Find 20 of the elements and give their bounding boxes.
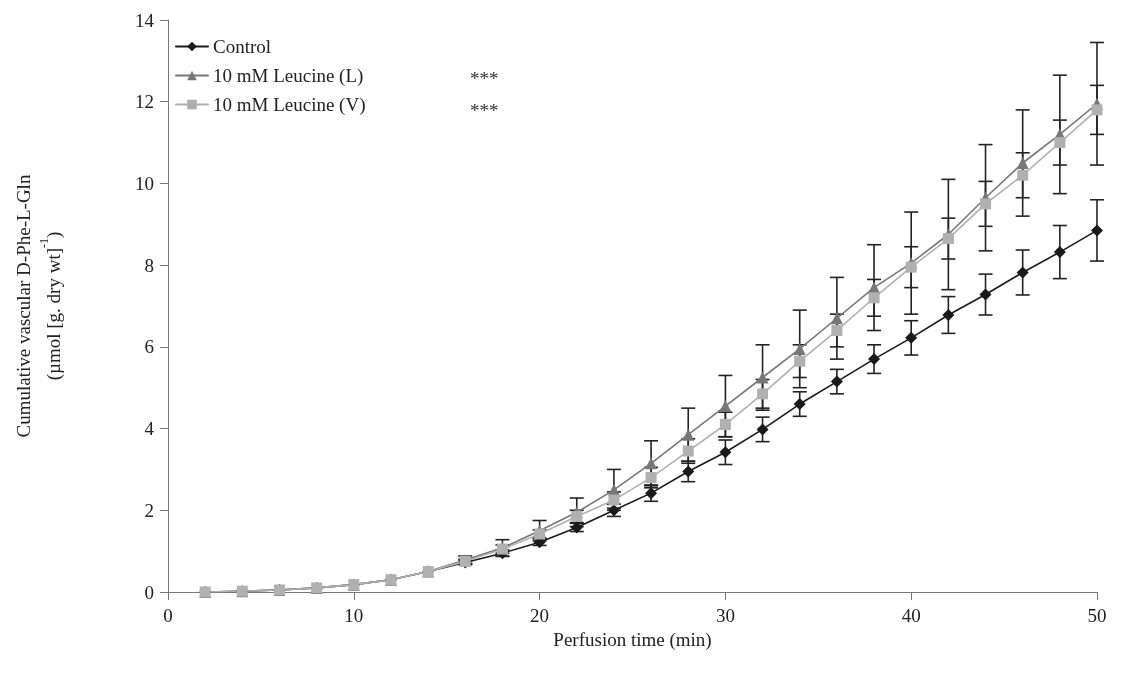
legend-label: 10 mM Leucine (L) [213, 65, 364, 87]
x-tick-label: 20 [530, 605, 550, 626]
y-tick-label: 0 [144, 581, 154, 603]
legend-label: 10 mM Leucine (V) [213, 94, 366, 116]
x-axis-title: Perfusion time (min) [553, 629, 712, 651]
legend-label: Control [213, 36, 272, 57]
x-tick-label: 10 [344, 605, 364, 626]
y-tick-label: 8 [144, 254, 154, 276]
y-tick-label: 2 [144, 499, 154, 521]
y-tick-label: 10 [135, 172, 154, 194]
annotation: *** [470, 100, 499, 121]
x-tick-label: 0 [163, 605, 173, 626]
y-tick-label: 6 [144, 336, 154, 358]
y-tick-label: 12 [135, 91, 154, 113]
x-tick-label: 50 [1087, 605, 1107, 626]
y-tick-label: 14 [135, 9, 155, 31]
x-tick-label: 30 [715, 605, 735, 626]
x-tick-label: 40 [901, 605, 921, 626]
annotation: *** [470, 68, 499, 89]
y-tick-label: 4 [144, 418, 155, 440]
